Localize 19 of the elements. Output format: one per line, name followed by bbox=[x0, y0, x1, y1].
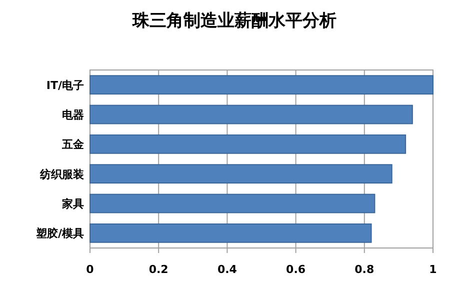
x-tick-label: 0 bbox=[86, 263, 94, 276]
bar bbox=[90, 134, 406, 154]
y-tick-label: 五金 bbox=[61, 138, 85, 152]
chart-title: 珠三角制造业薪酬水平分析 bbox=[132, 11, 336, 31]
y-tick-label: 电器 bbox=[62, 108, 84, 122]
bar bbox=[90, 223, 372, 243]
bar bbox=[90, 104, 413, 124]
x-tick-label: 0.8 bbox=[354, 263, 374, 276]
y-tick-label: 塑胶/模具 bbox=[34, 227, 84, 240]
y-tick-label: 家具 bbox=[61, 198, 84, 210]
y-tick-label: IT/电子 bbox=[46, 78, 84, 92]
x-tick-label: 1 bbox=[429, 263, 437, 276]
x-tick-label: 0.2 bbox=[148, 263, 168, 276]
bar bbox=[90, 194, 376, 214]
x-tick-label: 0.6 bbox=[286, 263, 306, 276]
y-tick-label: 纺织服装 bbox=[39, 168, 84, 181]
bar bbox=[90, 75, 434, 95]
bar bbox=[90, 164, 392, 184]
x-tick-label: 0.4 bbox=[217, 263, 238, 276]
